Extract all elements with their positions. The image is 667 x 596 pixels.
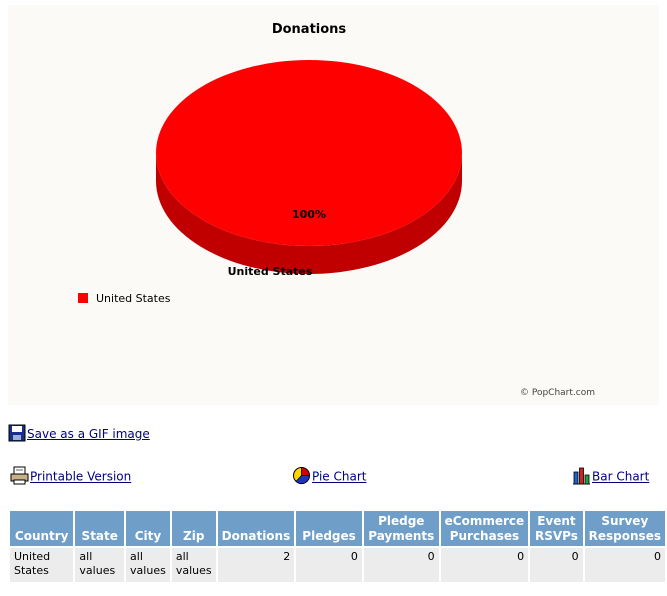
- pie-chart-icon[interactable]: [292, 466, 311, 488]
- legend-label: United States: [96, 292, 171, 305]
- cell-zip: all values: [171, 548, 216, 582]
- column-header-event-rsvps[interactable]: Event RSVPs: [530, 511, 583, 546]
- pie-slice-side: [156, 153, 462, 274]
- cell-city: all values: [126, 548, 170, 582]
- save-gif-link[interactable]: Save as a GIF image: [27, 427, 150, 441]
- chart-panel: Donations 100% United States United States …: [8, 5, 659, 405]
- pie-chart-row: Pie Chart: [292, 466, 366, 488]
- chart-title: Donations: [272, 22, 347, 37]
- bar-chart-icon[interactable]: [572, 466, 591, 488]
- column-header-state[interactable]: State: [75, 511, 125, 546]
- legend-swatch: [78, 293, 88, 303]
- printer-icon[interactable]: [10, 466, 29, 488]
- cell-event-rsvps: 0: [530, 548, 583, 582]
- column-header-pledge-payments[interactable]: Pledge Payments: [363, 511, 439, 546]
- cell-pledges: 0: [296, 548, 362, 582]
- chart-credit: © PopChart.com: [519, 388, 595, 398]
- cell-ecommerce-purchases: 0: [440, 548, 529, 582]
- cell-state: all values: [75, 548, 125, 582]
- table-header-row: Country State City Zip Donations Pledges…: [10, 511, 665, 546]
- pie-chart-link[interactable]: Pie Chart: [312, 469, 367, 484]
- column-header-survey-responses[interactable]: Survey Responses: [584, 511, 665, 546]
- cell-pledge-payments: 0: [363, 548, 439, 582]
- cell-country: United States: [10, 548, 74, 582]
- save-gif-row: Save as a GIF image: [8, 424, 150, 445]
- table-row: United States all values all values all …: [10, 548, 665, 582]
- printable-row: Printable Version: [10, 466, 131, 488]
- donations-table: Country State City Zip Donations Pledges…: [8, 509, 667, 584]
- column-header-country[interactable]: Country: [10, 511, 74, 546]
- pie-category-label: United States: [228, 265, 313, 278]
- bar-chart-row: Bar Chart: [572, 466, 649, 488]
- pie-data-label: 100%: [292, 208, 326, 221]
- cell-donations: 2: [217, 548, 295, 582]
- column-header-donations[interactable]: Donations: [217, 511, 295, 546]
- bar-chart-link[interactable]: Bar Chart: [592, 469, 650, 484]
- column-header-pledges[interactable]: Pledges: [296, 511, 362, 546]
- cell-survey-responses: 0: [584, 548, 665, 582]
- pie-slice: [156, 60, 462, 246]
- column-header-ecommerce-purchases[interactable]: eCommerce Purchases: [440, 511, 529, 546]
- column-header-zip[interactable]: Zip: [171, 511, 216, 546]
- pie-chart: Donations 100% United States United States: [78, 22, 462, 305]
- printable-version-link[interactable]: Printable Version: [30, 469, 132, 484]
- column-header-city[interactable]: City: [126, 511, 170, 546]
- floppy-disk-icon[interactable]: [8, 424, 26, 445]
